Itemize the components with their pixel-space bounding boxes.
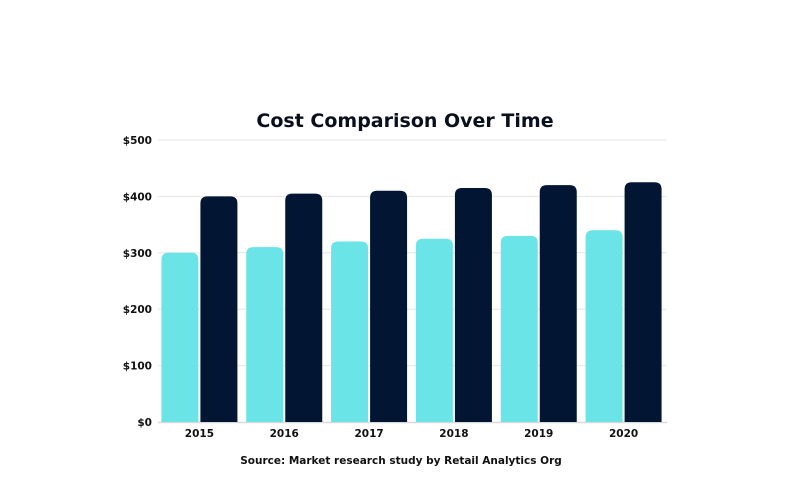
y-axis-ticks: $0 $100 $200 $300 $400 $500 [123, 135, 152, 429]
y-tick-label: $300 [123, 248, 152, 260]
x-axis-ticks: 2015 2016 2017 2018 2019 2020 [185, 428, 638, 440]
x-tick-label: 2016 [270, 428, 299, 440]
x-tick-label: 2020 [609, 428, 638, 440]
bar-2020-series-2 [624, 182, 662, 422]
bar-2015-series-1 [161, 252, 199, 422]
y-tick-label: $400 [123, 191, 152, 203]
x-tick-label: 2018 [439, 428, 468, 440]
y-tick-label: $0 [137, 417, 152, 429]
x-tick-label: 2015 [185, 428, 214, 440]
bar-2018-series-2 [454, 187, 492, 422]
x-tick-label: 2019 [524, 428, 553, 440]
y-tick-label: $200 [123, 304, 152, 316]
bar-2015-series-2 [200, 196, 238, 422]
bar-2018-series-1 [415, 238, 453, 422]
source-note: Source: Market research study by Retail … [240, 455, 562, 467]
x-tick-label: 2017 [354, 428, 383, 440]
bar-2017-series-2 [370, 190, 408, 422]
chart-title: Cost Comparison Over Time [256, 110, 553, 132]
gridlines [158, 139, 667, 424]
bars [161, 182, 662, 422]
y-tick-label: $100 [123, 361, 152, 373]
bar-2020-series-1 [585, 230, 623, 422]
bar-2019-series-1 [500, 235, 538, 422]
bar-2016-series-2 [285, 193, 323, 422]
bar-2019-series-2 [539, 185, 577, 422]
y-tick-label: $500 [123, 135, 152, 147]
bar-2017-series-1 [331, 241, 369, 422]
bar-2016-series-1 [246, 247, 284, 422]
